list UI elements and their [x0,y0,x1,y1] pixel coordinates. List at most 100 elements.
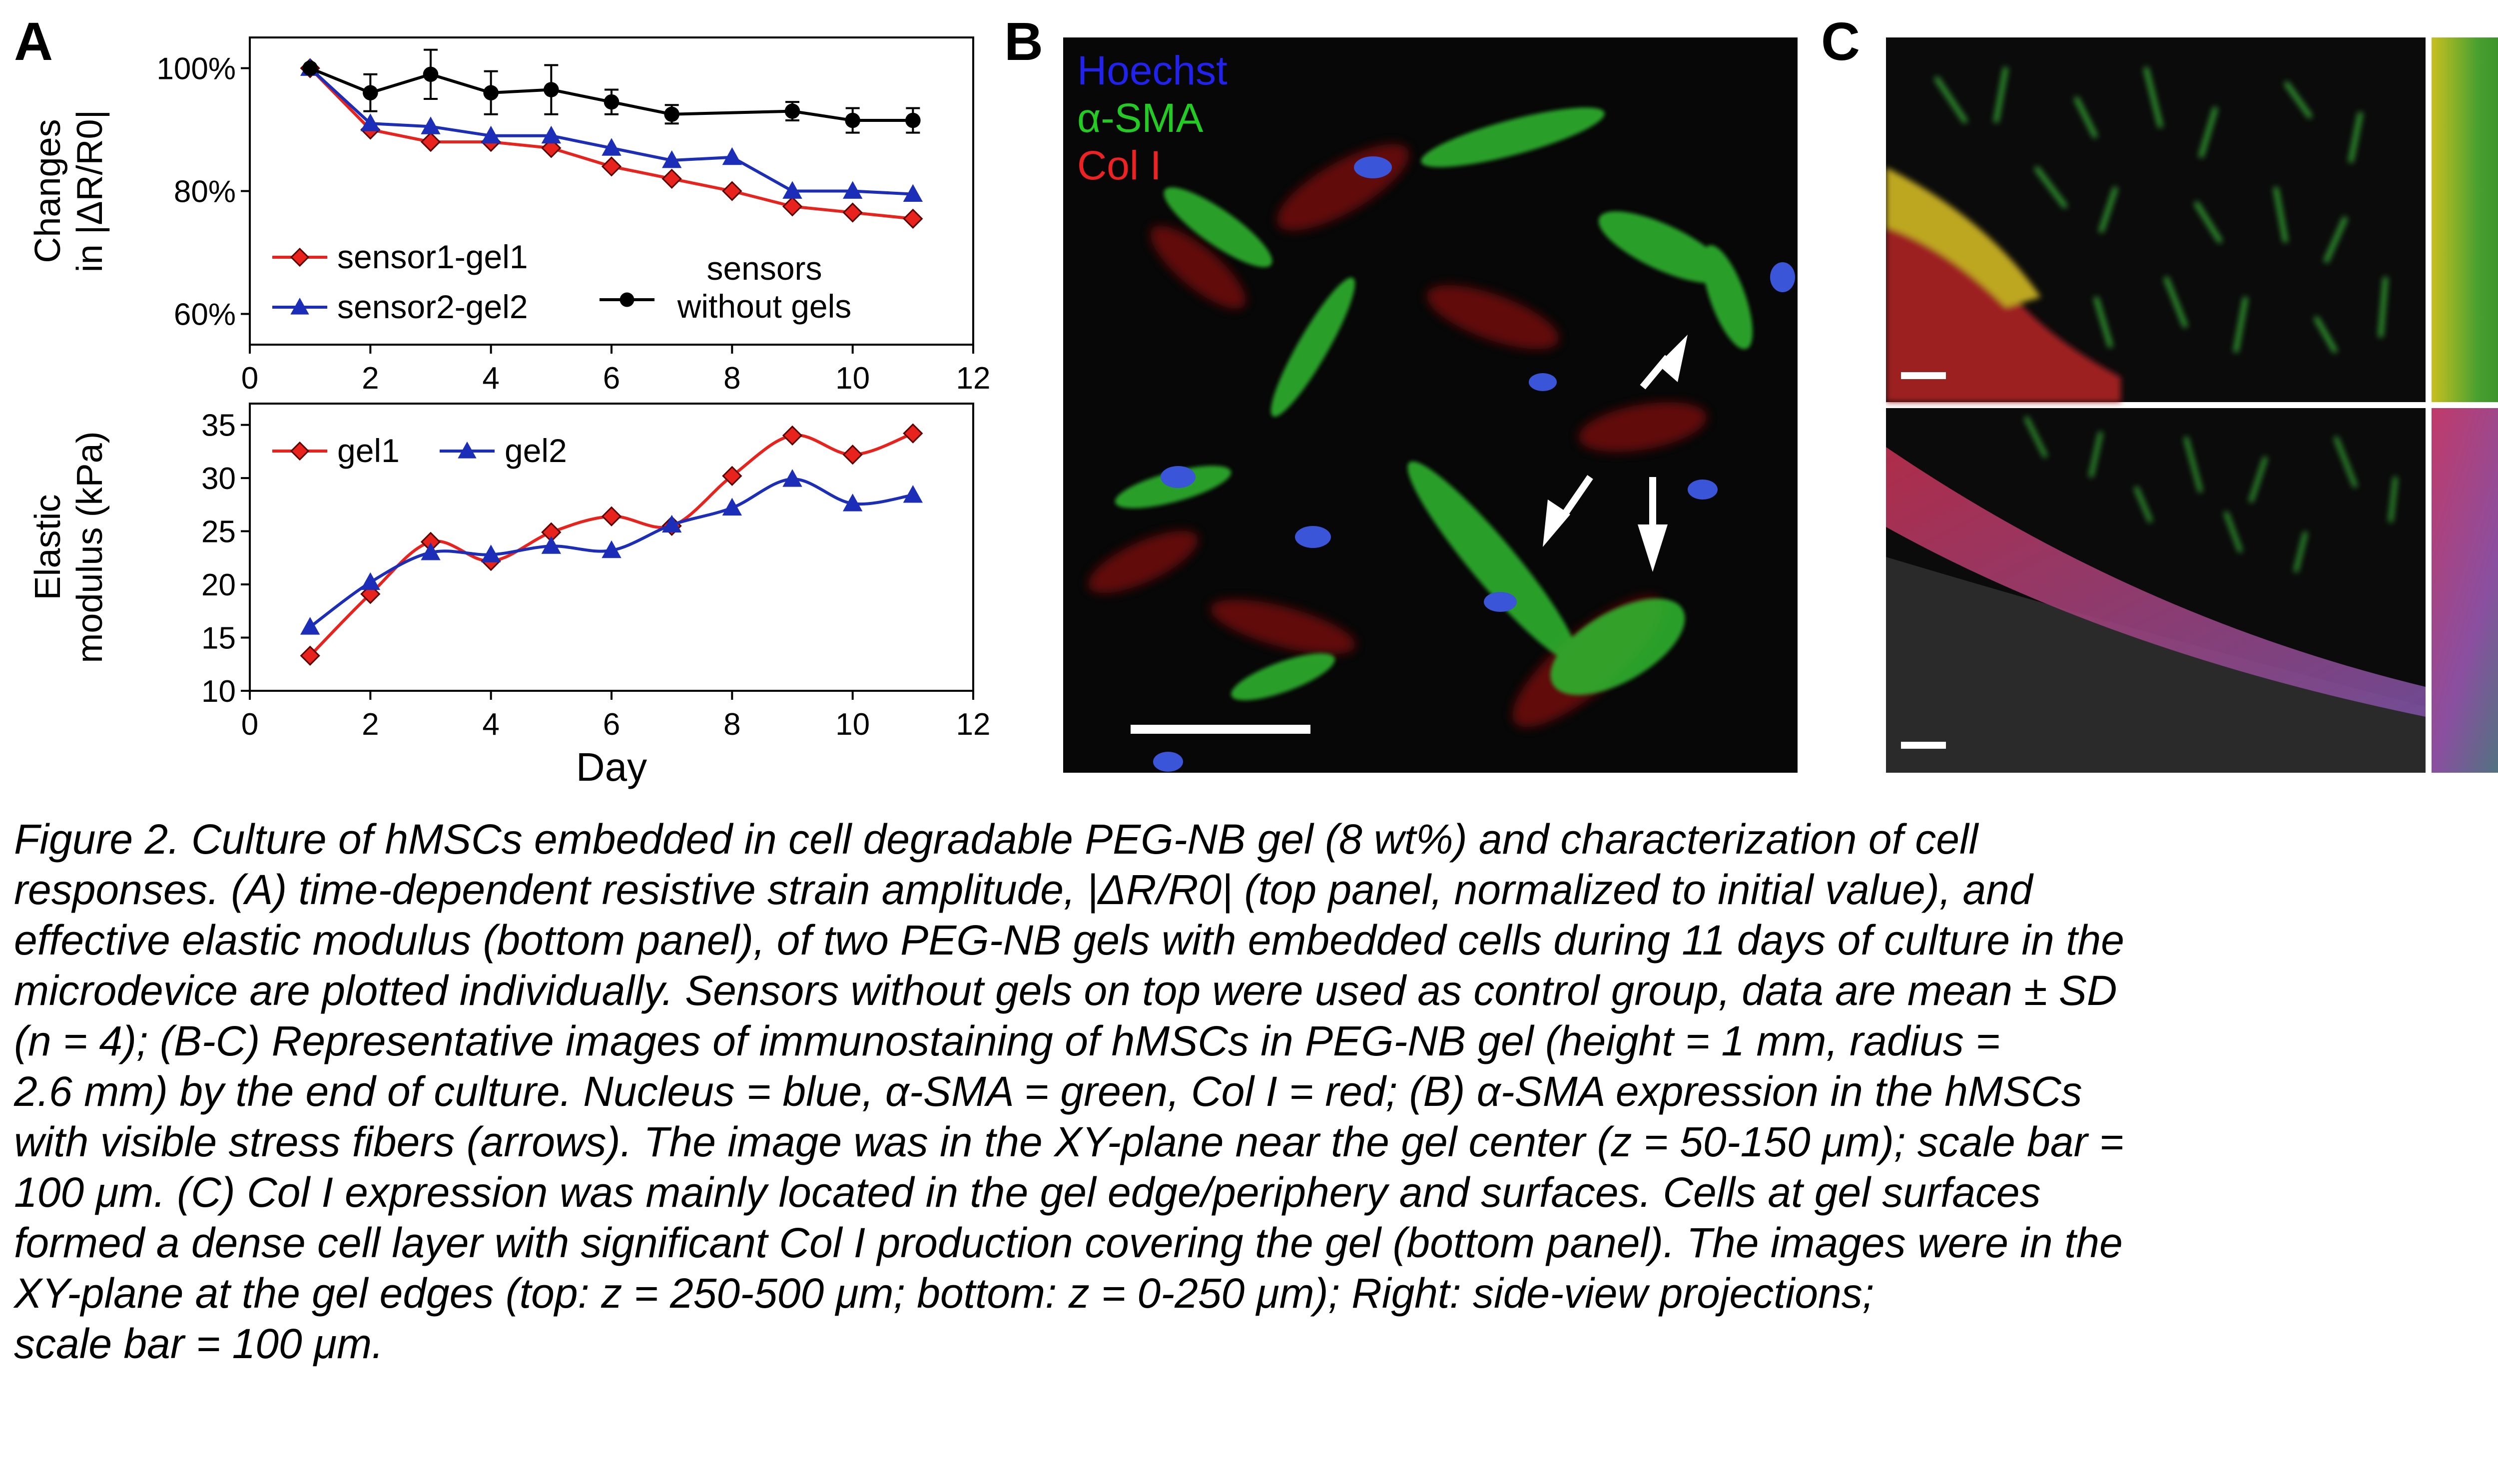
caption-line: with visible stress fibers (arrows). The… [14,1118,2124,1165]
legend-label-line: sensor2-gel2 [337,288,528,325]
data-point [602,138,622,156]
data-point [842,181,863,199]
panel-label-a: A [14,11,53,71]
data-point [602,540,622,558]
y-tick-label: 100% [156,52,236,86]
x-tick-label: 12 [956,361,991,396]
x-tick-label: 8 [723,361,740,396]
micrograph-b-image [1063,37,1798,773]
series-line [309,66,913,122]
data-point [300,617,320,635]
data-point [842,445,863,465]
legend-label: gel2 [505,432,567,469]
y-axis-label-line: in |ΔR/R0| [70,110,110,273]
data-point [481,125,501,144]
y-tick-label: 20 [201,568,236,602]
legend-label: gel1 [337,432,400,469]
x-tick-label: 10 [835,361,870,396]
legend-label-line: gel1 [337,432,400,469]
y-tick-label: 80% [174,175,236,209]
micrograph-c-image [1886,37,2498,773]
scale-bar [1901,372,1946,379]
y-axis-label-line: Elastic [28,494,68,600]
y-tick-label: 10 [201,674,236,709]
x-tick-label: 10 [835,707,870,742]
data-point [782,469,802,487]
data-point [903,208,923,229]
x-tick-label: 6 [603,361,620,396]
micrograph-panel-b: Hoechst α-SMA Col I [1063,37,1798,773]
data-point [421,542,441,560]
y-axis-label-line: Changes [28,119,68,263]
data-point [845,112,860,128]
data-point [722,497,742,516]
data-point [302,60,318,76]
caption-line: effective elastic modulus (bottom panel)… [14,917,2124,964]
caption-line: 2.6 mm) by the end of culture. Nucleus =… [14,1068,2082,1115]
panel-a-charts: 0 2 4 6 8 10 12 60% 80% 100% Changesin |ΔR/R0| sens… [28,36,991,789]
legend-label: sensor2-gel2 [337,288,528,325]
data-point [360,113,381,131]
x-tick-label: 0 [241,707,258,742]
data-point [420,131,441,152]
x-tick-label: 6 [603,707,620,742]
data-point [903,423,923,444]
channel-label-col-i: Col I [1077,143,1162,188]
caption-line: scale bar = 100 μm. [14,1320,384,1367]
legend-label-line: sensors [706,250,822,287]
channel-label-asma: α-SMA [1077,95,1204,141]
y-tick-label: 15 [201,621,236,656]
legend-label-line: gel2 [505,432,567,469]
legend-label-line: sensor1-gel1 [337,238,528,275]
data-point [541,125,562,144]
legend-marker [620,292,634,307]
x-tick-label: 2 [362,707,379,742]
y-axis-label-line: modulus (kPa) [70,431,110,663]
data-point [421,116,441,134]
data-point [360,572,381,590]
data-point [483,85,499,100]
data-point [782,196,803,217]
x-axis-label: Day [576,745,647,789]
figure-caption: Figure 2. Culture of hMSCs embedded in c… [14,814,2498,1369]
data-point [541,138,562,158]
data-point [481,544,501,562]
chart-elastic-modulus: 0 2 4 6 8 10 12 10 15 20 25 30 35 Elasticmodulus (kPa… [28,403,991,789]
data-point [541,536,562,554]
y-tick-label: 30 [201,462,236,496]
data-point [363,85,378,100]
data-point [601,506,622,526]
legend-marker [290,247,310,267]
x-tick-label: 4 [482,361,499,396]
data-point [601,156,622,177]
data-point [300,645,320,666]
panel-label-b: B [1004,11,1043,71]
data-point [903,485,923,503]
data-point [661,514,682,533]
data-point [722,181,742,201]
y-tick-label: 25 [201,515,236,549]
caption-line: formed a dense cell layer with significa… [14,1219,2123,1266]
micrograph-panel-c [1886,37,2498,773]
caption-line: microdevice are plotted individually. Se… [14,967,2117,1014]
x-tick-label: 0 [241,361,258,396]
scale-bar [1131,725,1310,734]
legend-label-line: without gels [677,288,852,325]
data-point [782,425,803,446]
data-point [664,106,679,122]
x-tick-label: 12 [956,707,991,742]
y-tick-label: 35 [201,409,236,443]
data-point [661,168,682,189]
data-point [842,202,863,223]
chart-strain-amplitude: 0 2 4 6 8 10 12 60% 80% 100% Changesin |ΔR/R0| sens… [28,36,991,396]
y-axis-label: Changesin |ΔR/R0| [28,110,110,273]
arrow-icon [1543,335,1688,572]
data-point [722,147,742,165]
data-point [423,66,439,82]
caption-line: 100 μm. (C) Col I expression was mainly … [14,1169,2041,1216]
data-point [842,494,863,511]
legend-label: sensors without gels [677,250,852,325]
data-point [903,184,923,202]
x-tick-label: 4 [482,707,499,742]
caption-line: Figure 2. Culture of hMSCs embedded in c… [14,816,1978,863]
